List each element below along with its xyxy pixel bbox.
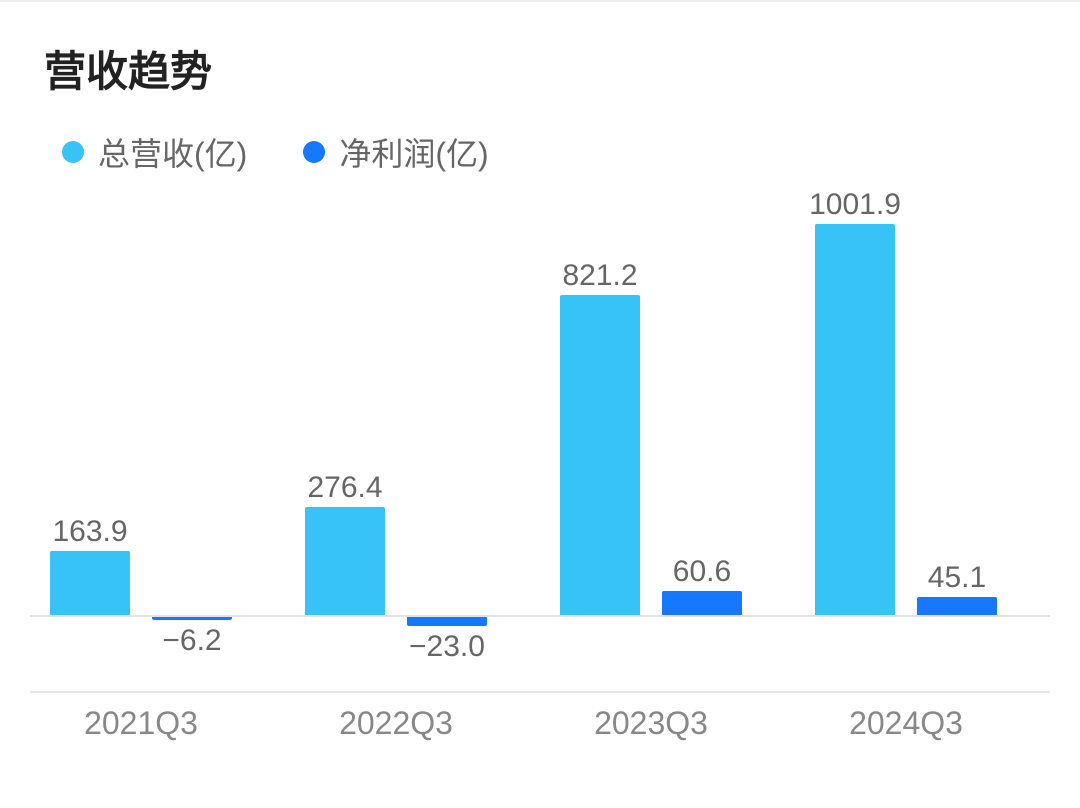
x-axis-label: 2023Q3	[594, 705, 708, 742]
legend-label-profit: 净利润(亿)	[339, 129, 488, 175]
legend-dot-revenue	[62, 141, 84, 163]
chart-group: 821.2 60.6 2023Q3	[550, 185, 805, 745]
legend-item-revenue: 总营收(亿)	[62, 129, 247, 175]
legend-item-profit: 净利润(亿)	[303, 129, 488, 175]
value-label-profit: 45.1	[928, 561, 986, 595]
value-label-profit: 60.6	[673, 555, 731, 589]
bar-profit	[152, 617, 232, 620]
value-label-revenue: 1001.9	[809, 188, 901, 222]
chart-group: 276.4 −23.0 2022Q3	[295, 185, 550, 745]
legend: 总营收(亿) 净利润(亿)	[0, 99, 1080, 175]
bar-revenue	[305, 507, 385, 615]
chart-groups: 163.9 −6.2 2021Q3 276.4 −23.0 2022Q3 821.2 60.6…	[40, 185, 1060, 745]
value-label-revenue: 276.4	[307, 471, 382, 505]
bar-revenue	[560, 295, 640, 615]
x-axis-label: 2024Q3	[849, 705, 963, 742]
chart-area: 163.9 −6.2 2021Q3 276.4 −23.0 2022Q3 821.2 60.6…	[0, 185, 1080, 745]
legend-dot-profit	[303, 141, 325, 163]
value-label-profit: −6.2	[162, 624, 221, 658]
revenue-trend-panel: 营收趋势 总营收(亿) 净利润(亿) 163.9 −6.2 2021Q3 276.4 −…	[0, 0, 1080, 808]
legend-label-revenue: 总营收(亿)	[98, 129, 247, 175]
bar-profit	[407, 617, 487, 626]
x-axis-label: 2022Q3	[339, 705, 453, 742]
chart-group: 1001.9 45.1 2024Q3	[805, 185, 1060, 745]
bar-profit	[917, 597, 997, 615]
value-label-revenue: 821.2	[562, 259, 637, 293]
chart-title: 营收趋势	[0, 2, 1080, 99]
bar-revenue	[50, 551, 130, 615]
bar-revenue	[815, 224, 895, 615]
value-label-profit: −23.0	[409, 630, 485, 664]
value-label-revenue: 163.9	[52, 515, 127, 549]
x-axis-label: 2021Q3	[84, 705, 198, 742]
bar-profit	[662, 591, 742, 615]
chart-group: 163.9 −6.2 2021Q3	[40, 185, 295, 745]
